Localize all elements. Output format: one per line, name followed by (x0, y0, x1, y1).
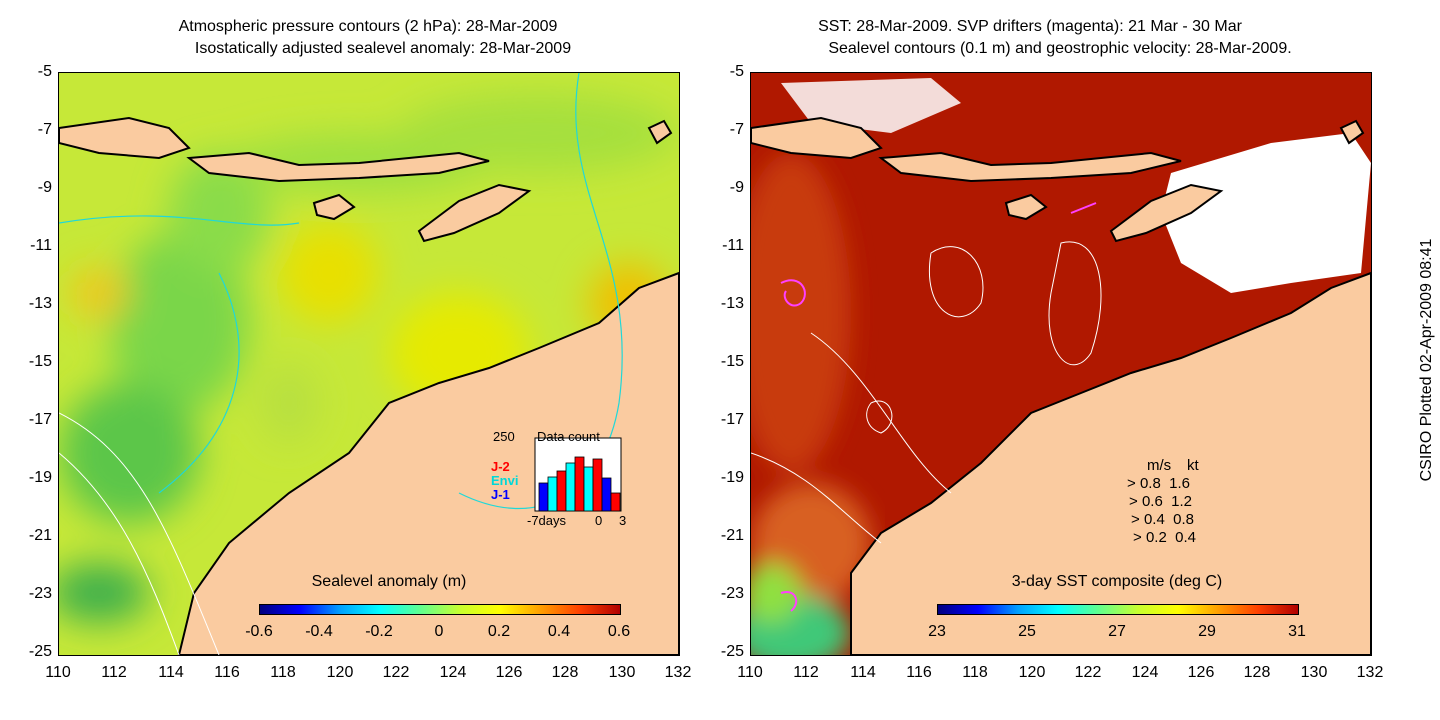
right-x-tick: 116 (906, 664, 932, 681)
left-x-tick: 122 (382, 664, 410, 681)
left-x-tick: 114 (158, 664, 184, 681)
sst-tick: 25 (1018, 623, 1036, 640)
sst-tick: 31 (1288, 623, 1306, 640)
right-title-line1: SST: 28-Mar-2009. SVP drifters (magenta)… (818, 18, 1242, 35)
right-y-tick: -5 (729, 63, 744, 80)
right-x-tick: 124 (1131, 664, 1159, 681)
right-y-tick: -15 (720, 353, 744, 370)
left-x-tick: 124 (439, 664, 467, 681)
sla-tick: -0.6 (245, 623, 273, 640)
right-y-tick: -7 (729, 121, 744, 138)
left-y-tick: -7 (37, 121, 52, 138)
velocity-legend-row: > 0.2 0.4 (1133, 529, 1196, 546)
velocity-legend-header-ms: m/s (1147, 457, 1172, 474)
sla-tick: 0.4 (547, 623, 571, 640)
sla-tick: 0 (434, 623, 444, 640)
data-count-title: Data count (537, 429, 600, 444)
sst-tick: 27 (1108, 623, 1126, 640)
right-y-tick: -13 (720, 295, 744, 312)
sla-colorbar (259, 604, 621, 615)
right-x-tick: 118 (962, 664, 988, 681)
data-count-xtick-end: 3 (619, 513, 627, 528)
sst-colorbar (937, 604, 1299, 615)
left-y-tick: -13 (28, 295, 52, 312)
data-count-series-j1: J-1 (491, 487, 510, 502)
right-x-tick: 122 (1074, 664, 1102, 681)
right-y-tick: -21 (720, 527, 744, 544)
right-x-tick: 132 (1356, 664, 1384, 681)
left-y-tick: -15 (28, 353, 52, 370)
left-y-tick: -25 (28, 643, 52, 660)
left-y-tick: -23 (28, 585, 52, 602)
right-title-line2: Sealevel contours (0.1 m) and geostrophi… (828, 40, 1292, 57)
left-x-tick: 128 (551, 664, 579, 681)
left-title-line1: Atmospheric pressure contours (2 hPa): 2… (178, 18, 558, 35)
data-count-series-j2: J-2 (491, 459, 510, 474)
left-x-tick: 110 (45, 664, 71, 681)
left-x-tick: 112 (101, 664, 127, 681)
data-count-chart (534, 437, 622, 512)
left-y-tick: -17 (28, 411, 52, 428)
right-y-tick: -25 (720, 643, 744, 660)
data-count-max: 250 (493, 429, 515, 444)
data-count-xtick-zero: 0 (595, 513, 603, 528)
right-y-tick: -11 (722, 237, 744, 254)
left-x-tick: 118 (270, 664, 296, 681)
velocity-legend-row: > 0.6 1.2 (1129, 493, 1192, 510)
left-y-tick: -11 (30, 237, 52, 254)
left-y-tick: -21 (28, 527, 52, 544)
left-x-tick: 116 (214, 664, 240, 681)
sla-tick: 0.6 (607, 623, 631, 640)
right-x-tick: 130 (1300, 664, 1328, 681)
left-y-tick: -19 (28, 469, 52, 486)
data-count-series-envi: Envi (491, 473, 519, 488)
sst-colorbar-title: 3-day SST composite (deg C) (1011, 573, 1223, 590)
sla-tick: -0.4 (305, 623, 333, 640)
velocity-legend-header-kt: kt (1187, 457, 1199, 474)
right-x-tick: 110 (737, 664, 763, 681)
sst-tick: 29 (1198, 623, 1216, 640)
left-y-tick: -9 (37, 179, 52, 196)
velocity-legend-row: > 0.4 0.8 (1131, 511, 1194, 528)
sla-tick: -0.2 (365, 623, 393, 640)
left-title-line2: Isostatically adjusted sealevel anomaly:… (194, 40, 572, 57)
right-x-tick: 114 (850, 664, 876, 681)
velocity-legend-row: > 0.8 1.6 (1127, 475, 1190, 492)
left-x-tick: 130 (608, 664, 636, 681)
csiro-credit: CSIRO Plotted 02-Apr-2009 08:41 (1418, 238, 1435, 482)
right-y-tick: -19 (720, 469, 744, 486)
left-x-tick: 132 (664, 664, 692, 681)
sealevel-anomaly-map: 250 Data count J-2 Envi J-1 -7days 0 3 S… (58, 72, 680, 656)
right-x-tick: 128 (1243, 664, 1271, 681)
left-y-tick: -5 (37, 63, 52, 80)
right-y-tick: -23 (720, 585, 744, 602)
sla-colorbar-title: Sealevel anomaly (m) (311, 573, 467, 590)
left-x-tick: 126 (495, 664, 523, 681)
right-y-tick: -9 (729, 179, 744, 196)
right-x-tick: 126 (1187, 664, 1215, 681)
sst-map: m/s kt > 0.8 1.6 > 0.6 1.2 > 0.4 0.8 > 0… (750, 72, 1372, 656)
data-count-xtick-start: -7days (527, 513, 567, 528)
right-x-tick: 120 (1018, 664, 1046, 681)
sst-tick: 23 (928, 623, 946, 640)
right-x-tick: 112 (793, 664, 819, 681)
sla-tick: 0.2 (487, 623, 511, 640)
right-y-tick: -17 (720, 411, 744, 428)
left-x-tick: 120 (326, 664, 354, 681)
